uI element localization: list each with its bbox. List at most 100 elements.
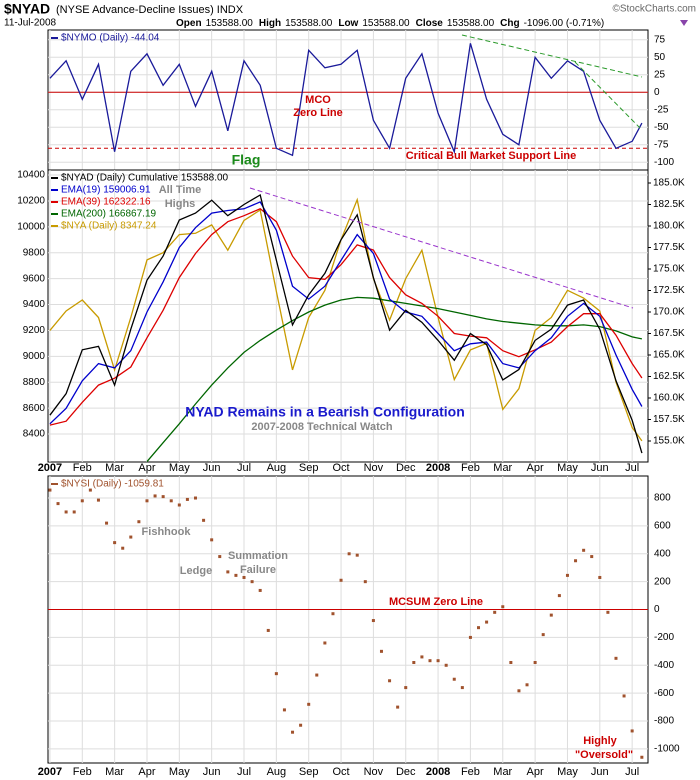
y2-tick-label: 160.0K bbox=[653, 393, 685, 404]
trendlines bbox=[249, 34, 643, 309]
x-tick-label: Jun bbox=[591, 766, 609, 778]
y-tick-label: 9400 bbox=[23, 299, 46, 310]
legend-label: EMA(19) 159006.91 bbox=[61, 185, 151, 196]
point bbox=[549, 613, 553, 617]
annotation: "Oversold" bbox=[575, 749, 633, 761]
series-line bbox=[49, 197, 643, 442]
y-tick-label: -75 bbox=[654, 139, 669, 150]
point bbox=[582, 548, 586, 552]
point bbox=[282, 708, 286, 712]
symbol: $NYAD bbox=[4, 1, 50, 17]
point bbox=[266, 628, 270, 632]
quote-label: Chg bbox=[500, 18, 519, 29]
point bbox=[428, 659, 432, 663]
point bbox=[347, 552, 351, 556]
y2-tick-label: 185.0K bbox=[653, 178, 685, 189]
point bbox=[468, 635, 472, 639]
point bbox=[299, 723, 303, 727]
point bbox=[525, 683, 529, 687]
quote-label: High bbox=[259, 18, 281, 29]
point bbox=[226, 570, 230, 574]
x-tick-label: Jul bbox=[625, 766, 639, 778]
y-tick-label: -25 bbox=[654, 104, 669, 115]
point bbox=[218, 555, 222, 559]
point bbox=[363, 580, 367, 584]
point bbox=[460, 686, 464, 690]
menu-arrow bbox=[680, 20, 688, 26]
annotation: NYAD Remains in a Bearish Configuration bbox=[185, 404, 465, 420]
y-tick-label: 9600 bbox=[23, 273, 46, 284]
point bbox=[412, 661, 416, 665]
x-tick-label: Mar bbox=[493, 462, 512, 474]
x-tick-label: 2007 bbox=[38, 462, 62, 474]
point bbox=[56, 502, 60, 506]
point bbox=[606, 610, 610, 614]
x-tick-label: Jul bbox=[625, 462, 639, 474]
point bbox=[630, 729, 634, 733]
y-tick-label: -50 bbox=[654, 122, 669, 133]
x-tick-label: Apr bbox=[527, 462, 544, 474]
y2-tick-label: 167.5K bbox=[653, 328, 685, 339]
annotation: Zero Line bbox=[293, 107, 343, 119]
y2-tick-label: 165.0K bbox=[653, 350, 685, 361]
y-tick-label: 8600 bbox=[23, 403, 46, 414]
point bbox=[161, 495, 165, 499]
y2-tick-label: 162.5K bbox=[653, 371, 685, 382]
point bbox=[371, 619, 375, 623]
point bbox=[614, 656, 618, 660]
y-tick-label: -100 bbox=[654, 157, 674, 168]
point bbox=[121, 546, 125, 550]
series-line bbox=[146, 296, 643, 462]
point bbox=[420, 655, 424, 659]
x-tick-label: Aug bbox=[267, 462, 287, 474]
x-tick-label: Feb bbox=[73, 462, 92, 474]
panel: 2007 Feb Mar Apr May Jun Jul Aug Sep Oct Nov Dec 200… bbox=[17, 169, 685, 474]
point bbox=[493, 610, 497, 614]
quote-label: Low bbox=[338, 18, 358, 29]
y-tick-label: 10200 bbox=[17, 196, 45, 207]
y-tick-label: -800 bbox=[654, 716, 674, 727]
x-tick-label: Mar bbox=[105, 766, 124, 778]
point bbox=[210, 538, 214, 542]
quote-value: 153588.00 bbox=[362, 18, 410, 29]
point bbox=[339, 578, 343, 582]
point bbox=[177, 503, 181, 507]
point bbox=[137, 520, 141, 524]
point bbox=[541, 633, 545, 637]
series-line bbox=[49, 208, 643, 426]
plot-area bbox=[49, 193, 643, 462]
y-tick-label: 9800 bbox=[23, 247, 46, 258]
x-tick-label: Jul bbox=[237, 766, 251, 778]
x-tick-label: May bbox=[557, 766, 578, 778]
y-tick-label: 9000 bbox=[23, 351, 46, 362]
y-tick-label: -600 bbox=[654, 688, 674, 699]
point bbox=[323, 641, 327, 645]
point bbox=[105, 521, 109, 525]
x-tick-label: Aug bbox=[267, 766, 287, 778]
series-line bbox=[49, 201, 643, 425]
x-tick-label: Nov bbox=[364, 462, 384, 474]
quote-label: Open bbox=[176, 18, 202, 29]
point bbox=[291, 730, 295, 734]
y-tick-label: 75 bbox=[654, 34, 666, 45]
x-tick-label: Oct bbox=[332, 766, 349, 778]
annotation: Highs bbox=[165, 198, 196, 210]
y-tick-label: 10000 bbox=[17, 221, 45, 232]
point bbox=[193, 496, 197, 500]
point bbox=[274, 672, 278, 676]
quote-value: -1096.00 (-0.71%) bbox=[524, 18, 605, 29]
point bbox=[129, 535, 133, 539]
point bbox=[145, 499, 149, 503]
y2-tick-label: 172.5K bbox=[653, 285, 685, 296]
x-tick-label: Jul bbox=[237, 462, 251, 474]
point bbox=[622, 694, 626, 698]
date: 11-Jul-2008 bbox=[4, 18, 57, 29]
y-tick-label: 8400 bbox=[23, 429, 46, 440]
y2-tick-label: 175.0K bbox=[653, 264, 685, 275]
annotation: Highly bbox=[583, 735, 617, 747]
legend-label: EMA(39) 162322.16 bbox=[61, 197, 151, 208]
y2-tick-label: 182.5K bbox=[653, 199, 685, 210]
x-tick-label: May bbox=[557, 462, 578, 474]
point bbox=[533, 661, 537, 665]
quote-label: Close bbox=[416, 18, 444, 29]
